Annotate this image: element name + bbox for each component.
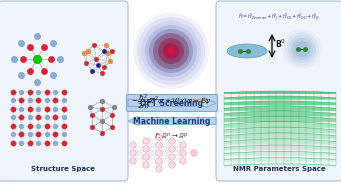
Text: $\mathbf{B}^0$: $\mathbf{B}^0$ [275, 38, 286, 50]
Circle shape [143, 154, 149, 160]
Polygon shape [224, 127, 336, 133]
Polygon shape [224, 91, 336, 94]
Text: DFT Screening: DFT Screening [140, 98, 204, 108]
Circle shape [156, 150, 162, 156]
Circle shape [169, 146, 175, 152]
Circle shape [282, 29, 322, 69]
Circle shape [191, 150, 197, 156]
Polygon shape [224, 151, 336, 156]
Circle shape [141, 21, 201, 81]
Circle shape [130, 150, 136, 156]
Circle shape [153, 33, 189, 69]
Circle shape [156, 158, 162, 164]
FancyArrow shape [128, 116, 216, 125]
Polygon shape [224, 164, 336, 167]
Polygon shape [224, 101, 336, 105]
Text: $-\dfrac{\hbar^2}{2m}\nabla^2\psi + V(x)\psi = E\psi$: $-\dfrac{\hbar^2}{2m}\nabla^2\psi + V(x)… [131, 92, 211, 111]
Circle shape [143, 146, 149, 152]
Circle shape [130, 158, 136, 164]
Circle shape [169, 162, 175, 168]
FancyArrow shape [128, 98, 216, 108]
Circle shape [149, 29, 193, 73]
Text: Machine Learning: Machine Learning [133, 116, 211, 125]
Circle shape [180, 150, 186, 156]
Circle shape [143, 162, 149, 168]
FancyBboxPatch shape [0, 1, 128, 181]
Circle shape [167, 47, 175, 55]
Circle shape [169, 138, 175, 144]
Polygon shape [224, 133, 336, 139]
Circle shape [158, 38, 184, 64]
Polygon shape [224, 106, 336, 111]
Circle shape [156, 166, 162, 172]
Circle shape [137, 17, 205, 85]
Circle shape [156, 134, 162, 140]
Circle shape [156, 142, 162, 148]
Circle shape [294, 41, 310, 57]
Text: Structure Space: Structure Space [31, 166, 95, 172]
Text: NMR Parameters Space: NMR Parameters Space [233, 166, 325, 172]
Polygon shape [224, 116, 336, 122]
Polygon shape [224, 121, 336, 128]
Circle shape [288, 35, 316, 63]
Circle shape [133, 13, 209, 89]
Polygon shape [224, 145, 336, 150]
Circle shape [163, 43, 179, 59]
Text: $\hat{H}=\hat{H}_{Zeeman}+\hat{H}_J+\hat{H}_{CS}+\hat{H}_{DD}+\hat{H}_Q$: $\hat{H}=\hat{H}_{Zeeman}+\hat{H}_J+\hat… [238, 11, 320, 23]
Circle shape [169, 154, 175, 160]
Circle shape [285, 32, 319, 66]
FancyBboxPatch shape [216, 1, 341, 181]
Circle shape [180, 142, 186, 148]
Circle shape [130, 142, 136, 148]
Circle shape [143, 138, 149, 144]
FancyBboxPatch shape [127, 94, 218, 112]
Circle shape [145, 25, 197, 77]
Circle shape [180, 158, 186, 164]
Polygon shape [224, 158, 336, 161]
Polygon shape [224, 111, 336, 116]
Polygon shape [224, 139, 336, 145]
Circle shape [291, 38, 313, 60]
Ellipse shape [227, 44, 267, 58]
Text: $f: \mathbb{R}^n \rightarrow \mathbb{R}^p$: $f: \mathbb{R}^n \rightarrow \mathbb{R}^… [153, 131, 189, 141]
Polygon shape [224, 96, 336, 100]
